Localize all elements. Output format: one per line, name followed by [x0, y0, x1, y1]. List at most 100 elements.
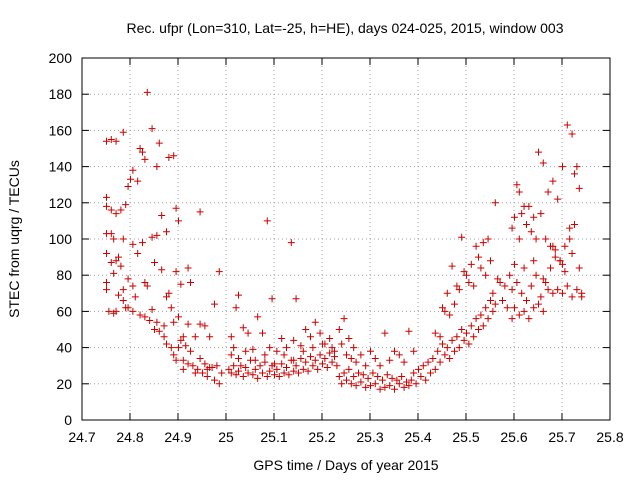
data-point	[321, 354, 329, 362]
data-point	[119, 128, 127, 136]
data-point	[275, 373, 283, 381]
y-tick-label: 160	[49, 122, 73, 138]
data-point	[450, 300, 458, 308]
data-point	[350, 344, 358, 352]
data-point	[306, 353, 314, 361]
data-point	[371, 354, 379, 362]
data-point	[218, 369, 226, 377]
data-point	[102, 193, 110, 201]
x-tick-label: 25.8	[596, 429, 623, 445]
data-point	[249, 371, 257, 379]
data-point	[530, 213, 538, 221]
data-point	[388, 374, 396, 382]
data-point	[119, 235, 127, 243]
data-point	[107, 230, 115, 238]
x-tick-label: 25.4	[404, 429, 431, 445]
data-point	[191, 369, 199, 377]
data-point	[508, 315, 516, 323]
data-point	[467, 322, 475, 330]
data-point	[419, 362, 427, 370]
data-point	[263, 217, 271, 225]
data-point	[167, 304, 175, 312]
data-point	[316, 351, 324, 359]
data-point	[186, 347, 194, 355]
data-point	[184, 320, 192, 328]
data-point	[338, 380, 346, 388]
data-point	[129, 282, 137, 290]
data-point	[323, 364, 331, 372]
data-point	[515, 311, 523, 319]
data-point	[297, 354, 305, 362]
data-point	[506, 271, 514, 279]
data-point	[345, 365, 353, 373]
data-point	[364, 374, 372, 382]
data-point	[390, 385, 398, 393]
data-point	[431, 329, 439, 337]
data-point	[191, 333, 199, 341]
data-point	[539, 159, 547, 167]
data-point	[242, 364, 250, 372]
data-point	[462, 329, 470, 337]
data-point	[513, 278, 521, 286]
y-tick-label: 40	[56, 340, 72, 356]
data-point	[534, 300, 542, 308]
data-point	[522, 297, 530, 305]
data-point	[290, 336, 298, 344]
data-point	[522, 221, 530, 229]
data-point	[496, 278, 504, 286]
data-point	[162, 340, 170, 348]
data-point	[371, 380, 379, 388]
data-point	[306, 333, 314, 341]
data-point	[174, 217, 182, 225]
data-point	[179, 365, 187, 373]
data-point	[383, 371, 391, 379]
data-point	[491, 199, 499, 207]
data-point	[110, 269, 118, 277]
data-point	[443, 289, 451, 297]
data-point	[256, 362, 264, 370]
data-point	[438, 304, 446, 312]
data-point	[438, 340, 446, 348]
data-point	[177, 280, 185, 288]
data-point	[210, 300, 218, 308]
data-point	[467, 260, 475, 268]
data-point	[309, 362, 317, 370]
data-point	[333, 362, 341, 370]
data-point	[318, 360, 326, 368]
data-point	[340, 315, 348, 323]
data-point	[129, 166, 137, 174]
data-point	[112, 210, 120, 218]
data-point	[465, 340, 473, 348]
data-point	[458, 233, 466, 241]
data-point	[311, 318, 319, 326]
data-point	[486, 257, 494, 265]
data-point	[179, 333, 187, 341]
data-point	[146, 316, 154, 324]
data-point	[266, 344, 274, 352]
data-point	[170, 152, 178, 160]
data-point	[484, 315, 492, 323]
data-point	[114, 253, 122, 261]
data-point	[201, 360, 209, 368]
data-point	[542, 235, 550, 243]
data-point	[508, 224, 516, 232]
data-point	[539, 307, 547, 315]
data-point	[374, 373, 382, 381]
data-point	[326, 349, 334, 357]
data-point	[434, 347, 442, 355]
data-point	[244, 369, 252, 377]
data-point	[554, 195, 562, 203]
data-point	[148, 233, 156, 241]
data-point	[510, 304, 518, 312]
data-point	[138, 148, 146, 156]
data-point	[539, 275, 547, 283]
data-point	[537, 210, 545, 218]
data-point	[206, 333, 214, 341]
data-point	[352, 358, 360, 366]
data-point	[443, 344, 451, 352]
x-tick-label: 24.7	[68, 429, 95, 445]
data-point	[405, 382, 413, 390]
data-point	[362, 383, 370, 391]
data-point	[458, 326, 466, 333]
data-point	[340, 369, 348, 377]
